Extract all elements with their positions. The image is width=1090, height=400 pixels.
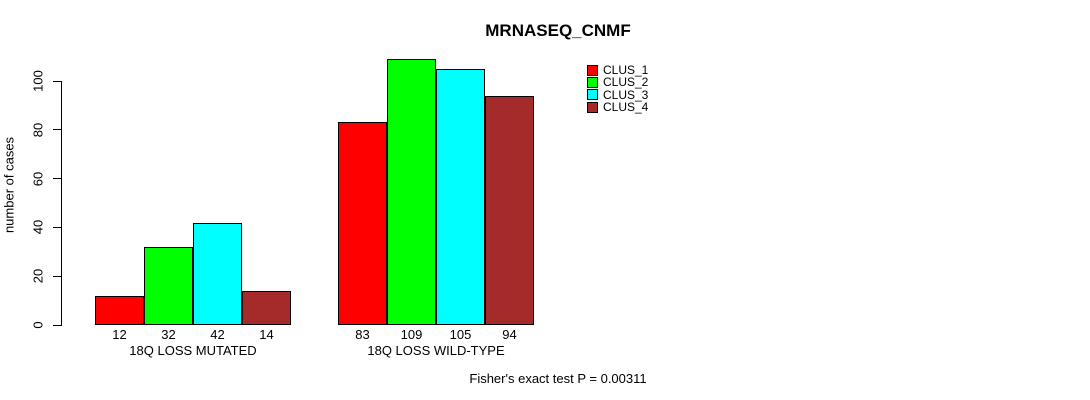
category-label: 18Q LOSS MUTATED (129, 343, 257, 358)
bar-clus_2-1 (144, 246, 193, 325)
y-tick (53, 129, 62, 131)
legend-label: CLUS_3 (603, 87, 649, 102)
legend-color-swatch (587, 64, 598, 76)
legend-item-clus_4: CLUS_4 (587, 101, 648, 113)
bar-value-label: 14 (259, 327, 274, 342)
bar-value-label: 42 (210, 327, 225, 342)
bar-clus_3-2 (436, 68, 485, 325)
y-tick (53, 80, 62, 82)
legend-label: CLUS_2 (603, 75, 649, 90)
y-tick-label: 40 (30, 220, 46, 235)
legend-color-swatch (587, 76, 598, 88)
bar-value-label: 105 (449, 327, 472, 342)
legend-item-clus_1: CLUS_1 (587, 64, 648, 76)
bar-value-label: 12 (112, 327, 127, 342)
y-axis-label: number of cases (1, 136, 17, 234)
y-tick (53, 275, 62, 277)
y-tick-label: 100 (30, 70, 46, 92)
legend-item-clus_2: CLUS_2 (587, 76, 648, 88)
y-tick (53, 226, 62, 228)
y-tick (53, 324, 62, 326)
y-tick (53, 178, 62, 180)
bar-clus_1-2 (338, 122, 387, 325)
bar-clus_4-2 (485, 95, 534, 325)
bar-value-label: 83 (355, 327, 370, 342)
bar-value-label: 94 (502, 327, 517, 342)
bar-value-label: 109 (400, 327, 423, 342)
legend-label: CLUS_1 (603, 63, 649, 78)
legend-label: CLUS_4 (603, 100, 649, 115)
bar-clus_4-1 (242, 290, 291, 325)
bar-clus_2-2 (387, 59, 436, 325)
bar-clus_1-1 (95, 295, 144, 325)
category-label: 18Q LOSS WILD-TYPE (367, 343, 505, 358)
fisher-test-annotation: Fisher's exact test P = 0.00311 (469, 371, 647, 386)
legend: CLUS_1 CLUS_2 CLUS_3 CLUS_4 (587, 64, 648, 113)
y-tick-label: 60 (30, 171, 46, 186)
legend-color-swatch (587, 89, 598, 101)
y-tick-label: 0 (30, 321, 46, 329)
y-tick-label: 20 (30, 268, 46, 284)
legend-color-swatch (587, 101, 598, 113)
bar-value-label: 32 (161, 327, 176, 342)
y-tick-label: 80 (30, 122, 46, 138)
legend-item-clus_3: CLUS_3 (587, 89, 648, 101)
y-axis-line (61, 81, 62, 326)
bar-clus_3-1 (193, 222, 242, 325)
chart-title: MRNASEQ_CNMF (485, 21, 631, 40)
